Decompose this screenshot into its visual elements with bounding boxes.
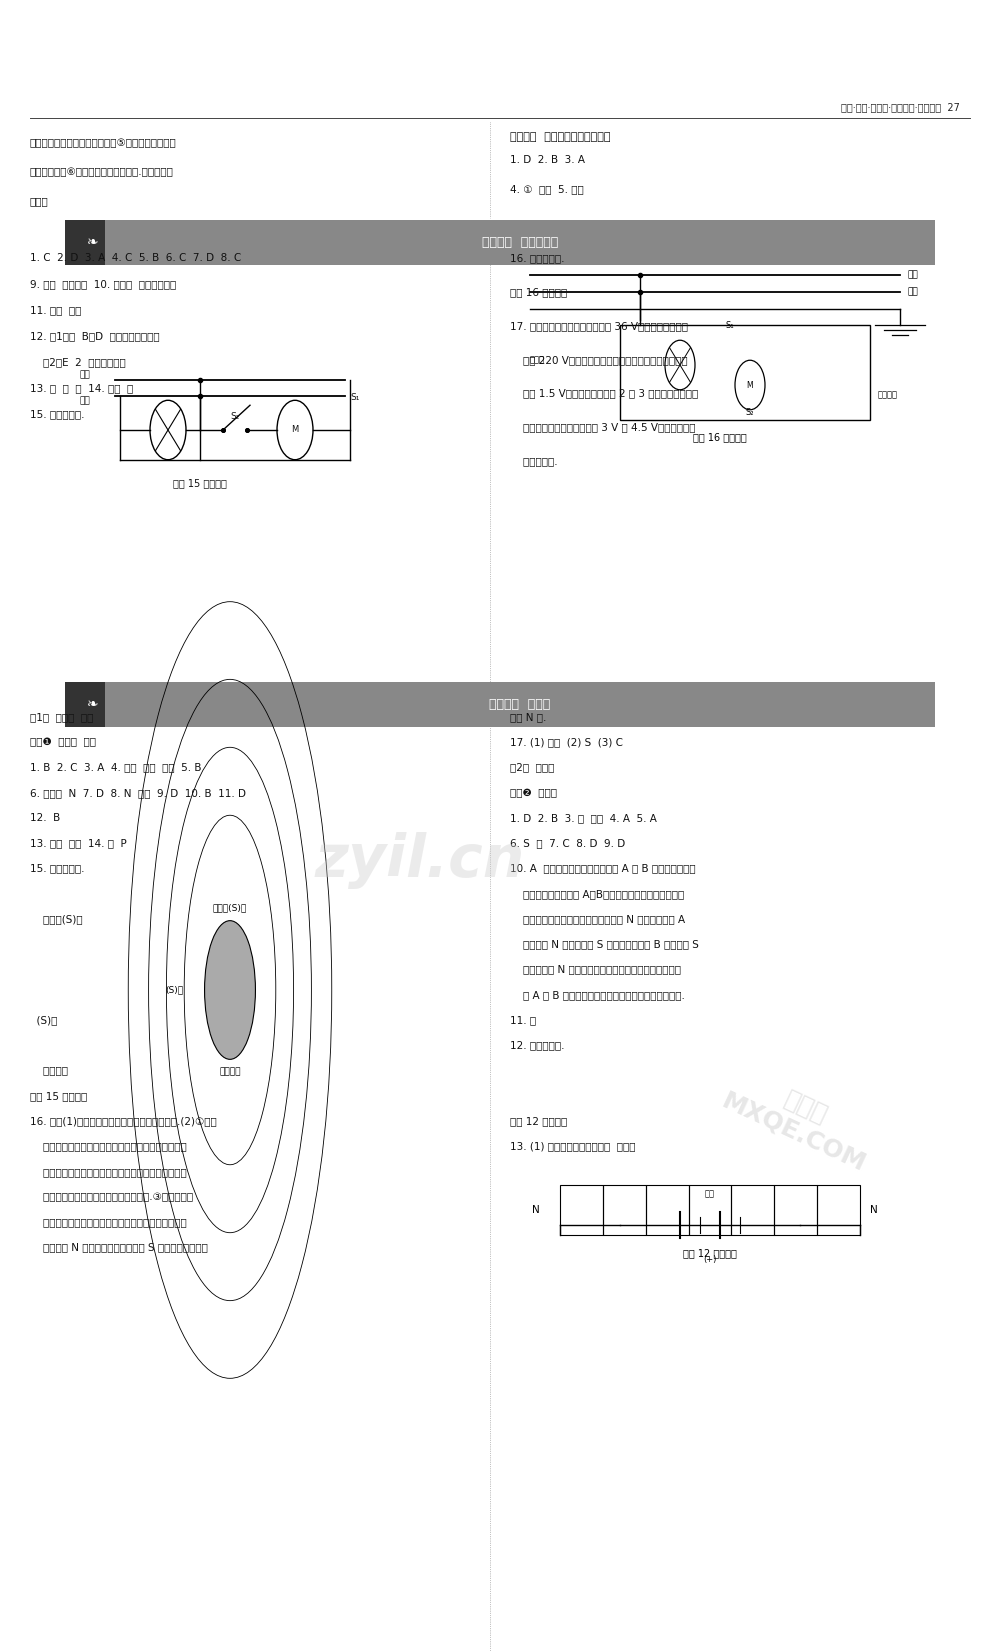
- Text: 零线: 零线: [908, 287, 919, 297]
- Text: 16. 解：(1)小磁针、盛水的烧杯、泡沫块、细绳.(2)①将钙: 16. 解：(1)小磁针、盛水的烧杯、泡沫块、细绳.(2)①将钙: [30, 1116, 217, 1126]
- Text: 端为 N 极.: 端为 N 极.: [510, 712, 546, 721]
- Text: 6. 磁感线  N  7. D  8. N  氿指  9. D  10. B  11. D: 6. 磁感线 N 7. D 8. N 氿指 9. D 10. B 11. D: [30, 788, 246, 797]
- Text: 4. ①  火线  5. 不会: 4. ① 火线 5. 不会: [510, 183, 584, 193]
- Text: 12. 如答图所示.: 12. 如答图所示.: [510, 1040, 564, 1050]
- Text: 1. B  2. C  3. A  4. 两端  中间  排斥  5. B: 1. B 2. C 3. A 4. 两端 中间 排斥 5. B: [30, 763, 202, 773]
- Bar: [774, 1185, 817, 1235]
- Text: ❧: ❧: [87, 236, 99, 249]
- Text: 12. （1）低  B、D  用电器总功率过大: 12. （1）低 B、D 用电器总功率过大: [30, 332, 160, 342]
- Text: 1. D  2. B  3. A: 1. D 2. B 3. A: [510, 155, 585, 165]
- Text: 第十九章  单元大练习: 第十九章 单元大练习: [482, 236, 558, 249]
- Bar: [731, 1185, 774, 1235]
- Text: 13. 磁化  减少  14. 強  P: 13. 磁化 减少 14. 強 P: [30, 839, 127, 849]
- Text: （第 16 题答图）: （第 16 题答图）: [693, 433, 747, 442]
- Text: 13. (1) 环形电流（分子电流）  奥斯特: 13. (1) 环形电流（分子电流） 奥斯特: [510, 1141, 636, 1151]
- Text: 针总能指示南北方向，则钙针具有磁性.③把小磁针放: 针总能指示南北方向，则钙针具有磁性.③把小磁针放: [30, 1192, 193, 1202]
- Text: 17. 解：人体的安全电压为不高于 36 V，家庭电路中的电: 17. 解：人体的安全电压为不高于 36 V，家庭电路中的电: [510, 320, 688, 330]
- Text: （第 15 题答图）: （第 15 题答图）: [173, 479, 227, 489]
- Text: 第二十章  电与磁: 第二十章 电与磁: [489, 698, 551, 712]
- Bar: [646, 1185, 689, 1235]
- Bar: [105, 682, 935, 726]
- Text: 向，则大拇指所指的那端就是线圈的 N 极，所以线圈 A: 向，则大拇指所指的那端就是线圈的 N 极，所以线圈 A: [510, 915, 685, 925]
- Text: (+): (+): [703, 1255, 717, 1263]
- Text: （第 15 题答图）: （第 15 题答图）: [30, 1091, 87, 1101]
- Text: 1. C  2. D  3. A  4. C  5. B  6. C  7. D  8. C: 1. C 2. D 3. A 4. C 5. B 6. C 7. D 8. C: [30, 253, 241, 263]
- Bar: [105, 220, 935, 264]
- Text: 17. (1) 图丙  (2) S  (3) C: 17. (1) 图丙 (2) S (3) C: [510, 738, 623, 748]
- Text: 火线: 火线: [80, 370, 91, 380]
- Text: 第1节  磁现象  磁场: 第1节 磁现象 磁场: [30, 712, 93, 721]
- Text: 课时❶  磁现象  磁场: 课时❶ 磁现象 磁场: [30, 738, 96, 748]
- Text: M: M: [747, 380, 753, 390]
- Text: （第 12 题答图）: （第 12 题答图）: [510, 1116, 567, 1126]
- Text: 第十九章  教材插图试题专项训练: 第十九章 教材插图试题专项训练: [510, 132, 610, 142]
- Text: 门把手: 门把手: [530, 355, 545, 365]
- Text: 次转动泡沫块，由于地球是一个大磁体，若静止时钙: 次转动泡沫块，由于地球是一个大磁体，若静止时钙: [30, 1167, 187, 1177]
- Text: S₂: S₂: [230, 413, 240, 421]
- Text: 1. D  2. B  3. 磁  电流  4. A  5. A: 1. D 2. B 3. 磁 电流 4. A 5. A: [510, 812, 657, 824]
- Text: 即可）: 即可）: [30, 196, 49, 206]
- Text: 金属外壳: 金属外壳: [878, 391, 898, 400]
- Text: 12.  B: 12. B: [30, 812, 60, 824]
- Bar: [603, 1185, 646, 1235]
- Text: ❧: ❧: [87, 697, 99, 712]
- Text: 火线: 火线: [908, 271, 919, 279]
- Text: 9. 电流  安全用电  10. 总功率  最大工作电流: 9. 电流 安全用电 10. 总功率 最大工作电流: [30, 279, 176, 289]
- Text: 圈 A 和 B 会相互排斥，即它们将互相远离，距离变大.: 圈 A 和 B 会相互排斥，即它们将互相远离，距离变大.: [510, 991, 685, 1001]
- Text: 针插到小泡沫块中，把泡沫块放入盛水的烧杯中，多: 针插到小泡沫块中，把泡沫块放入盛水的烧杯中，多: [30, 1141, 187, 1151]
- Text: （第 16 题答图）: （第 16 题答图）: [510, 287, 567, 297]
- Text: 的左端为 N 极，右端为 S 极；同理，线圈 B 的左端为 S: 的左端为 N 极，右端为 S 极；同理，线圈 B 的左端为 S: [510, 939, 699, 949]
- Text: 作为电源，此时电源电压为 3 V 或 4.5 V，远小于人体: 作为电源，此时电源电压为 3 V 或 4.5 V，远小于人体: [510, 423, 696, 433]
- Text: 16. 如答图所示.: 16. 如答图所示.: [510, 253, 564, 263]
- Text: 6. S  负  7. C  8. D  9. D: 6. S 负 7. C 8. D 9. D: [510, 839, 625, 849]
- Text: 零线: 零线: [80, 396, 91, 406]
- Text: 第2节  电生磁: 第2节 电生磁: [510, 763, 554, 773]
- Text: 压为 1.5 V，做实验时一般用 2 到 3 节干电池串联使用: 压为 1.5 V，做实验时一般用 2 到 3 节干电池串联使用: [510, 388, 698, 398]
- Text: S₂: S₂: [746, 408, 754, 418]
- Text: S₁: S₁: [350, 393, 359, 403]
- Text: 10. A  解析：由题图知，两个线圈 A 和 B 中的电流方向不: 10. A 解析：由题图知，两个线圈 A 和 B 中的电流方向不: [510, 863, 696, 873]
- Bar: [689, 1185, 731, 1235]
- Text: 小磁针的 N 极，若吸引，则该端为 S 极，若排斥，则该: 小磁针的 N 极，若吸引，则该端为 S 极，若排斥，则该: [30, 1243, 208, 1253]
- Bar: [817, 1185, 860, 1235]
- Text: 的安全电压.: 的安全电压.: [510, 456, 558, 467]
- Text: 地磁的(S)极: 地磁的(S)极: [30, 915, 83, 925]
- Text: 地磁的(S)极: 地磁的(S)极: [213, 903, 247, 913]
- Text: 15. 如答图所示.: 15. 如答图所示.: [30, 409, 84, 419]
- Text: 同，用右手握住线圈 A、B，让四指指向线圈中电流的方: 同，用右手握住线圈 A、B，让四指指向线圈中电流的方: [510, 888, 684, 898]
- Bar: [620, 325, 870, 419]
- Text: 极，右端为 N 极，根据磁极间的相互作用规律可知，线: 极，右端为 N 极，根据磁极间的相互作用规律可知，线: [510, 964, 681, 974]
- Bar: [65, 682, 113, 726]
- Bar: [65, 220, 113, 264]
- Text: 压为 220 V，远高于人体的安全电压；一节干电池的电: 压为 220 V，远高于人体的安全电压；一节干电池的电: [510, 355, 688, 365]
- Text: zyil.cn: zyil.cn: [315, 832, 525, 888]
- Text: （2）E  2  进户零线断路: （2）E 2 进户零线断路: [30, 357, 126, 367]
- Text: S₁: S₁: [726, 320, 734, 330]
- Text: 在水平桌面上，用细线系住钙针，用钙针的一端靠近: 在水平桌面上，用细线系住钙针，用钙针的一端靠近: [30, 1217, 187, 1227]
- Text: (S)极: (S)极: [30, 1015, 57, 1025]
- Text: M: M: [291, 426, 299, 434]
- Text: 电源: 电源: [705, 1190, 715, 1199]
- Text: 刷题·物理·人教版·九年级全·参考答案  27: 刷题·物理·人教版·九年级全·参考答案 27: [841, 102, 960, 112]
- Text: 课时❷  电生磁: 课时❷ 电生磁: [510, 788, 557, 797]
- Text: 15. 如答图所示.: 15. 如答图所示.: [30, 863, 84, 873]
- Ellipse shape: [205, 921, 255, 1060]
- Text: 时拔下插头；⑥定期检查用电器和线路.（答案合理: 时拔下插头；⑥定期检查用电器和线路.（答案合理: [30, 167, 174, 177]
- Text: 地理南极: 地理南极: [219, 1068, 241, 1076]
- Bar: [560, 1185, 603, 1235]
- Text: （第 12 题答图）: （第 12 题答图）: [683, 1248, 737, 1258]
- Text: 手触摸电器、插座和普通开关；⑤用电器使用后要及: 手触摸电器、插座和普通开关；⑤用电器使用后要及: [30, 139, 177, 149]
- Text: N: N: [532, 1205, 540, 1215]
- Text: 地理南极: 地理南极: [30, 1065, 68, 1076]
- Text: (S)极: (S)极: [165, 986, 183, 994]
- Text: 答案圈
MXQE.COM: 答案圈 MXQE.COM: [718, 1063, 882, 1177]
- Text: 11. 串联  大地: 11. 串联 大地: [30, 305, 81, 315]
- Text: 11. 外: 11. 外: [510, 1015, 536, 1025]
- Text: 13. 会  地  会  14. 断路  会: 13. 会 地 会 14. 断路 会: [30, 383, 133, 393]
- Text: N: N: [870, 1205, 878, 1215]
